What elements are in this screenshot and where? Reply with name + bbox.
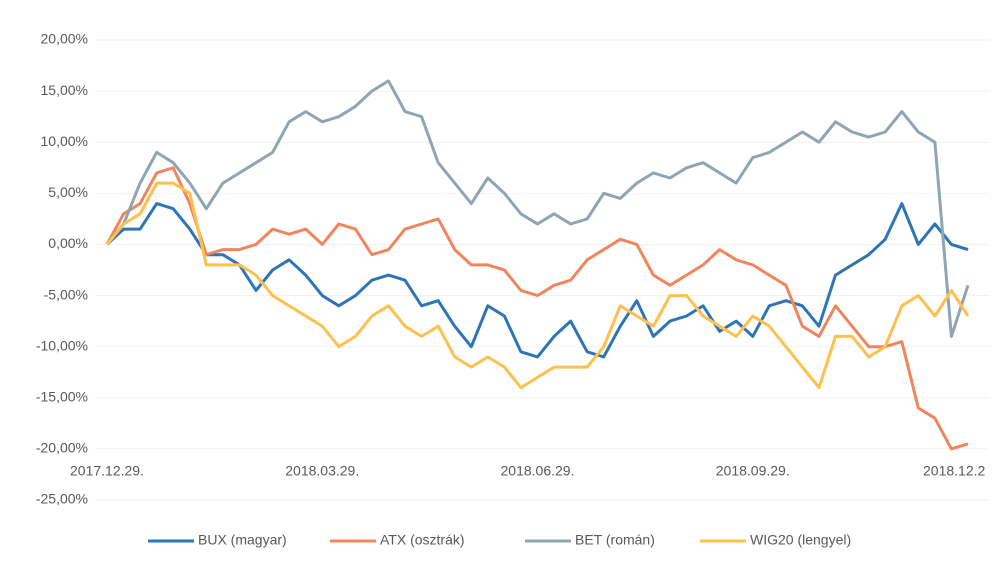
series-line bbox=[105, 202, 969, 359]
legend-label: BET (román) bbox=[575, 532, 655, 548]
series-line bbox=[105, 166, 969, 451]
x-tick-label: 2018.06.29. bbox=[501, 463, 575, 479]
legend-label: ATX (osztrák) bbox=[380, 532, 465, 548]
y-tick-label: 15,00% bbox=[41, 82, 88, 98]
y-tick-label: -15,00% bbox=[36, 388, 88, 404]
y-tick-label: -5,00% bbox=[44, 286, 88, 302]
y-tick-label: 20,00% bbox=[41, 31, 88, 47]
y-tick-label: -25,00% bbox=[36, 491, 88, 507]
y-tick-label: 5,00% bbox=[48, 184, 88, 200]
y-tick-label: -20,00% bbox=[36, 440, 88, 456]
series-line bbox=[105, 79, 970, 338]
legend-label: BUX (magyar) bbox=[198, 532, 287, 548]
y-tick-label: -10,00% bbox=[36, 337, 88, 353]
x-tick-label: 2018.03.29. bbox=[285, 463, 359, 479]
y-tick-label: 10,00% bbox=[41, 133, 88, 149]
legend-label: WIG20 (lengyel) bbox=[750, 532, 851, 548]
x-tick-label: 2018.09.29. bbox=[716, 463, 790, 479]
series-line bbox=[105, 181, 970, 390]
x-tick-label: 2017.12.29. bbox=[70, 463, 144, 479]
y-tick-label: 0,00% bbox=[48, 235, 88, 251]
x-tick-label: 2018.12.2 bbox=[923, 463, 985, 479]
